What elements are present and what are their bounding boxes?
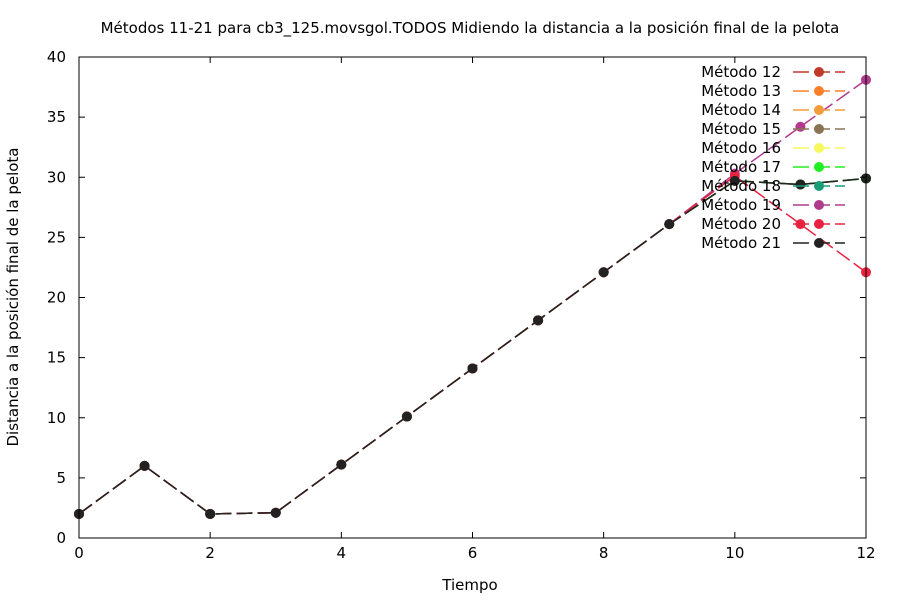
legend-label: Método 20 <box>701 215 781 233</box>
x-axis: 0 2 4 6 8 10 12 <box>74 57 876 562</box>
x-tick-label: 10 <box>725 544 744 562</box>
y-tick-label: 5 <box>56 469 66 487</box>
data-point <box>336 459 347 470</box>
data-point <box>205 508 216 519</box>
x-tick-label: 0 <box>74 544 84 562</box>
legend-swatch-marker <box>814 143 824 153</box>
y-tick-label: 20 <box>47 289 66 307</box>
x-tick-label: 2 <box>205 544 215 562</box>
legend-swatch-marker <box>814 105 824 115</box>
legend-swatch-marker <box>814 200 824 210</box>
y-tick-label: 15 <box>47 349 66 367</box>
legend-swatch-marker <box>814 124 824 134</box>
legend-item: Método 13 <box>701 82 845 100</box>
legend-swatch-marker <box>814 162 824 172</box>
data-point <box>401 411 412 422</box>
legend-label: Método 13 <box>701 82 781 100</box>
x-tick-label: 4 <box>337 544 347 562</box>
legend-label: Método 21 <box>701 234 781 252</box>
y-axis-title: Distancia a la posición final de la pelo… <box>4 147 22 446</box>
legend-label: Método 15 <box>701 120 781 138</box>
y-axis: 0 5 10 15 20 25 30 35 40 <box>47 48 866 547</box>
y-tick-label: 40 <box>47 48 66 66</box>
legend-item: Método 14 <box>701 101 845 119</box>
legend-swatch-marker <box>814 67 824 77</box>
y-tick-label: 30 <box>47 168 66 186</box>
legend-label: Método 18 <box>701 177 781 195</box>
y-tick-label: 0 <box>56 529 66 547</box>
legend-label: Método 17 <box>701 158 781 176</box>
legend-label: Método 14 <box>701 101 781 119</box>
data-point <box>467 363 478 374</box>
legend-label: Método 19 <box>701 196 781 214</box>
legend-item: Método 17 <box>701 158 845 176</box>
legend-item: Método 12 <box>701 63 845 81</box>
y-tick-label: 25 <box>47 228 66 246</box>
legend-item: Método 18 <box>701 177 845 195</box>
legend-swatch-marker <box>814 86 824 96</box>
data-point <box>795 121 806 132</box>
data-point <box>664 219 675 230</box>
x-tick-label: 8 <box>599 544 609 562</box>
data-point <box>729 175 740 186</box>
legend-item: Método 21 <box>701 234 845 252</box>
legend-item: Método 16 <box>701 139 845 157</box>
y-tick-label: 35 <box>47 108 66 126</box>
legend-swatch-marker <box>814 181 824 191</box>
legend-item: Método 19 <box>701 196 845 214</box>
legend-item: Método 15 <box>701 120 845 138</box>
x-axis-title: Tiempo <box>441 576 497 594</box>
data-point <box>270 507 281 518</box>
series-10 <box>74 173 871 519</box>
data-point <box>139 460 150 471</box>
series-layer <box>74 74 871 519</box>
legend-item: Método 20 <box>701 215 845 233</box>
legend-swatch-marker <box>814 238 824 248</box>
legend-label: Método 12 <box>701 63 781 81</box>
x-tick-label: 6 <box>468 544 478 562</box>
y-tick-label: 10 <box>47 409 66 427</box>
data-point <box>795 179 806 190</box>
x-tick-label: 12 <box>856 544 875 562</box>
chart-title: Métodos 11-21 para cb3_125.movsgol.TODOS… <box>101 19 840 38</box>
legend-label: Método 16 <box>701 139 781 157</box>
data-point <box>533 315 544 326</box>
data-point <box>598 267 609 278</box>
legend-swatch-marker <box>814 219 824 229</box>
